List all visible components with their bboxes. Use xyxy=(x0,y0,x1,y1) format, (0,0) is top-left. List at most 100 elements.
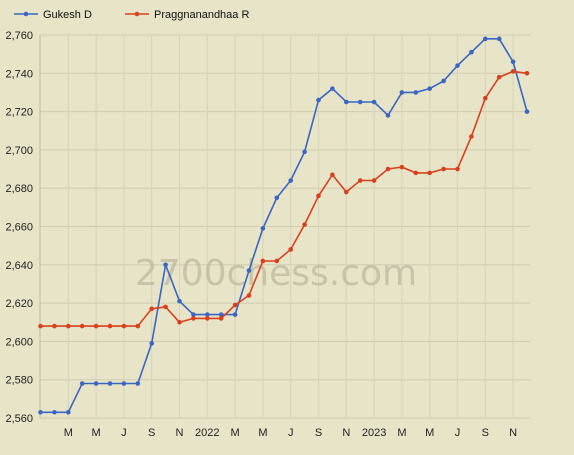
y-tick-label: 2,720 xyxy=(5,107,33,119)
data-point xyxy=(302,222,307,227)
x-tick-label: M xyxy=(64,427,73,439)
data-point xyxy=(399,164,405,170)
y-tick-label: 2,660 xyxy=(5,222,33,234)
data-point xyxy=(121,381,127,386)
data-point xyxy=(149,341,154,346)
data-point xyxy=(246,293,252,298)
data-point xyxy=(455,63,460,68)
data-point xyxy=(483,36,488,42)
data-point xyxy=(330,172,335,178)
data-point xyxy=(469,49,474,55)
data-point xyxy=(177,319,182,325)
data-point xyxy=(163,304,168,310)
data-point xyxy=(52,323,57,329)
series-line xyxy=(40,70,528,327)
x-tick-label: S xyxy=(482,427,489,439)
data-point xyxy=(232,302,238,308)
x-tick-label: M xyxy=(231,427,240,439)
data-point xyxy=(66,323,71,329)
series-layer xyxy=(38,36,530,415)
data-point xyxy=(413,170,419,176)
data-point xyxy=(205,316,210,321)
data-point xyxy=(135,323,141,329)
data-point xyxy=(316,97,321,103)
data-point xyxy=(427,86,433,91)
x-tick-label: 2022 xyxy=(195,427,219,439)
data-point xyxy=(385,166,391,172)
y-tick-label: 2,620 xyxy=(5,298,33,310)
legend: Gukesh D Praggnanandhaa R xyxy=(14,9,249,21)
x-tick-label: S xyxy=(148,427,155,439)
data-point xyxy=(38,323,43,329)
data-point xyxy=(524,71,530,76)
data-point xyxy=(413,90,419,95)
data-point xyxy=(260,226,266,231)
data-point xyxy=(469,134,474,139)
y-tick-label: 2,640 xyxy=(5,260,33,272)
data-point xyxy=(510,69,516,74)
data-point xyxy=(218,316,224,321)
data-point xyxy=(371,99,377,105)
data-point xyxy=(205,312,210,317)
data-point xyxy=(93,381,99,386)
data-point xyxy=(107,323,113,329)
x-tick-label: M xyxy=(425,427,434,439)
data-point xyxy=(496,36,502,42)
data-point xyxy=(316,193,321,199)
data-point xyxy=(177,298,182,304)
x-tick-label: 2023 xyxy=(362,427,386,439)
data-point xyxy=(371,178,377,183)
legend-label: Gukesh D xyxy=(43,9,92,21)
y-tick-label: 2,740 xyxy=(5,68,33,80)
y-tick-label: 2,680 xyxy=(5,183,33,195)
data-point xyxy=(496,74,502,80)
data-point xyxy=(399,90,405,95)
data-point xyxy=(441,166,446,172)
data-point xyxy=(302,149,307,155)
y-axis-ticks: 2,560 2,580 2,600 2,620 2,640 2,660 2,680 2,700… xyxy=(5,30,33,425)
data-point xyxy=(38,409,43,415)
data-point xyxy=(218,312,224,317)
y-tick-label: 2,760 xyxy=(5,30,33,42)
data-point xyxy=(330,86,335,91)
data-point xyxy=(66,409,71,415)
data-point xyxy=(483,95,488,101)
data-point xyxy=(288,178,294,183)
data-point xyxy=(510,59,516,65)
x-tick-label: N xyxy=(509,427,517,439)
legend-swatch-marker xyxy=(23,11,29,17)
x-tick-label: N xyxy=(176,427,184,439)
data-point xyxy=(288,247,294,252)
data-point xyxy=(149,306,154,312)
data-point xyxy=(79,381,85,386)
data-point xyxy=(524,109,530,114)
data-point xyxy=(357,99,363,105)
data-point xyxy=(357,178,363,183)
x-tick-label: J xyxy=(121,427,127,439)
series-2 xyxy=(38,69,530,329)
x-tick-label: S xyxy=(315,427,322,439)
data-point xyxy=(246,268,252,273)
y-tick-label: 2,700 xyxy=(5,145,33,157)
data-point xyxy=(427,170,433,176)
data-point xyxy=(344,189,349,195)
x-tick-label: N xyxy=(342,427,350,439)
data-point xyxy=(344,99,349,105)
series-line xyxy=(40,37,528,414)
data-point xyxy=(135,381,141,386)
x-axis-ticks: M M J S N 2022 M M J S N 2023 M M J S N xyxy=(64,427,517,439)
data-point xyxy=(385,113,391,118)
x-tick-label: J xyxy=(288,427,294,439)
data-point xyxy=(232,312,238,317)
data-point xyxy=(121,323,127,329)
data-point xyxy=(274,195,280,201)
x-tick-label: M xyxy=(258,427,267,439)
series-1 xyxy=(38,36,530,415)
legend-swatch-marker xyxy=(134,11,140,17)
data-point xyxy=(274,258,280,264)
y-tick-label: 2,600 xyxy=(5,336,33,348)
data-point xyxy=(93,323,99,329)
x-tick-label: M xyxy=(92,427,101,439)
y-tick-label: 2,580 xyxy=(5,375,33,387)
